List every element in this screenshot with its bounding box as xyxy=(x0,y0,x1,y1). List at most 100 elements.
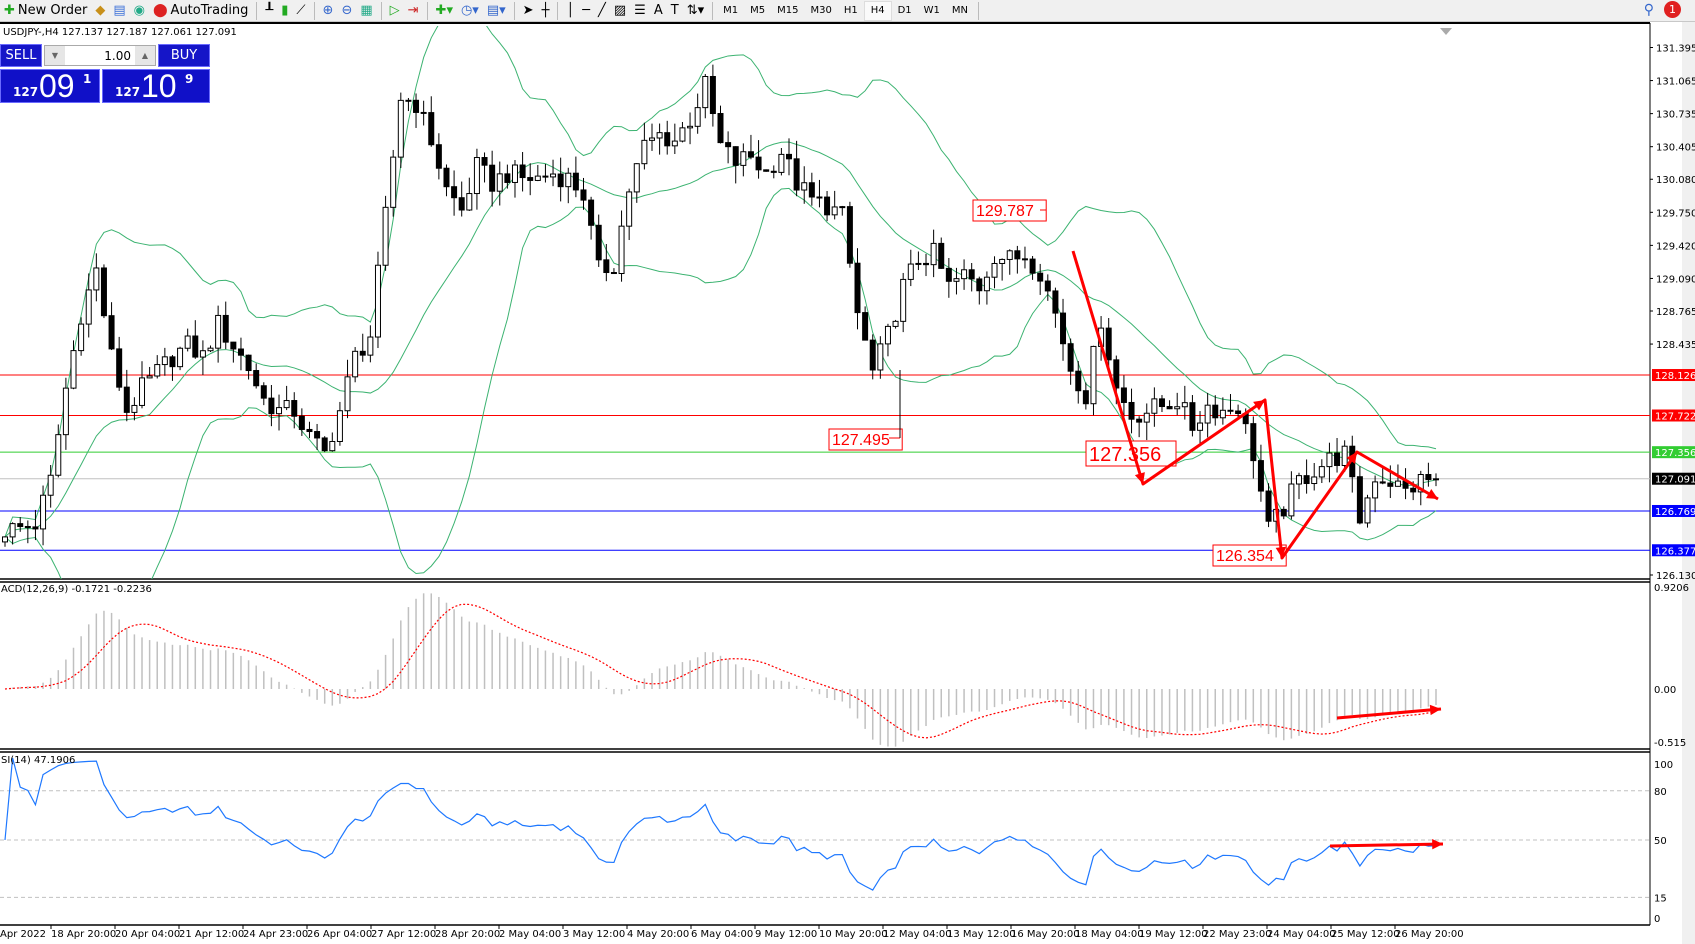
horizontal-line-button[interactable]: ─ xyxy=(578,1,594,21)
trendline-button[interactable]: ╱ xyxy=(594,1,610,21)
candle-body xyxy=(131,404,138,413)
level-tag-label: 127.722 xyxy=(1655,411,1695,422)
cursor-button[interactable]: ➤ xyxy=(519,1,538,21)
candle-body xyxy=(40,494,47,530)
sell-price[interactable]: 127 09 1 xyxy=(0,68,100,104)
time-label: Apr 2022 xyxy=(0,929,46,940)
signals-button[interactable]: ◉ xyxy=(130,1,149,21)
crosshair-button[interactable]: ┼ xyxy=(538,1,554,21)
fibonacci-button[interactable]: ☰ xyxy=(630,1,650,21)
candle-body xyxy=(489,164,496,192)
candle-body xyxy=(1394,480,1401,487)
candle-body xyxy=(1105,327,1112,361)
candle-body xyxy=(108,315,115,350)
chart-shift-button[interactable]: ⇥ xyxy=(404,1,423,21)
templates-button[interactable]: ▤▾ xyxy=(483,1,510,21)
autotrading-button[interactable]: ⬤ AutoTrading xyxy=(152,3,249,18)
signals-icon: ◉ xyxy=(133,3,145,18)
level-tag-label: 127.091 xyxy=(1655,475,1695,486)
sell-button[interactable]: SELL xyxy=(0,44,42,67)
timeframe-h1[interactable]: H1 xyxy=(843,5,858,16)
candle-body xyxy=(687,125,694,129)
timeframe-m15[interactable]: M15 xyxy=(777,5,799,16)
search-icon[interactable]: ⚲ xyxy=(1643,1,1654,18)
candle xyxy=(108,302,115,351)
buy-price[interactable]: 127 10 9 xyxy=(102,68,210,104)
lot-size-input[interactable]: ▼ 1.00 ▲ xyxy=(44,45,156,66)
buy-button[interactable]: BUY xyxy=(158,44,210,67)
candle-body xyxy=(1052,290,1059,314)
indicators-button[interactable]: ✚▾ xyxy=(432,1,457,21)
timeframe-m5[interactable]: M5 xyxy=(750,5,766,16)
candle-body xyxy=(329,440,336,452)
candle-body xyxy=(291,400,298,417)
time-label: 21 Apr 12:00 xyxy=(179,929,245,940)
candle-body xyxy=(1235,410,1242,415)
text-label-button[interactable]: T xyxy=(667,1,683,21)
candle-body xyxy=(260,385,267,399)
timeframe-m1[interactable]: M1 xyxy=(723,5,739,16)
line-chart-button[interactable]: ⟋ xyxy=(292,1,309,21)
bar-chart-button[interactable]: ┸ xyxy=(261,1,277,21)
timeframe-w1[interactable]: W1 xyxy=(923,5,940,16)
price-annotation-box xyxy=(828,428,903,451)
candle-body xyxy=(390,156,397,208)
candle xyxy=(1425,462,1432,487)
timeframe-m30[interactable]: M30 xyxy=(810,5,832,16)
periods-button[interactable]: ◷▾ xyxy=(457,1,483,21)
timeframe-mn[interactable]: MN xyxy=(951,5,969,16)
candle xyxy=(725,131,732,164)
candle xyxy=(207,345,214,353)
candle-body xyxy=(1227,409,1234,412)
rsi-title: SI(14) 47.1906 xyxy=(1,755,76,766)
candle xyxy=(1311,463,1318,491)
candle-body xyxy=(1082,390,1089,405)
arrowhead-icon xyxy=(1275,546,1287,558)
candle xyxy=(352,347,359,383)
zoom-in-button[interactable]: ⊕ xyxy=(319,1,338,21)
candle xyxy=(329,432,336,452)
candle-body xyxy=(999,258,1006,264)
candle-body xyxy=(747,151,754,158)
notification-badge[interactable]: 1 xyxy=(1664,1,1681,18)
arrows-button[interactable]: ⇅▾ xyxy=(683,1,708,21)
macd-signal-line xyxy=(4,603,1437,739)
candle xyxy=(443,164,450,197)
candle-body xyxy=(519,164,526,179)
horizontal-line-icon: ─ xyxy=(582,3,591,18)
candle-body xyxy=(702,76,709,109)
candle-body xyxy=(298,415,305,430)
vertical-line-button[interactable]: │ xyxy=(562,1,578,21)
candle-body xyxy=(70,350,77,389)
navigator-button[interactable]: ▤ xyxy=(109,1,129,21)
candle xyxy=(1433,473,1439,487)
tile-windows-button[interactable]: ▦ xyxy=(356,1,376,21)
zoom-out-button[interactable]: ⊖ xyxy=(337,1,356,21)
candlestick-chart-button[interactable]: ▮ xyxy=(277,1,292,21)
time-label: 3 May 12:00 xyxy=(563,929,626,940)
new-order-button[interactable]: ✚ New Order xyxy=(4,3,88,18)
candle-body xyxy=(694,107,701,127)
chart-shift-marker-icon[interactable] xyxy=(1440,28,1452,35)
arrowhead-icon xyxy=(1253,400,1265,411)
candle-body xyxy=(184,335,191,349)
auto-scroll-button[interactable]: ▷ xyxy=(386,1,404,21)
candle-body xyxy=(1387,482,1394,487)
channel-button[interactable]: ▨ xyxy=(610,1,630,21)
candle xyxy=(763,169,770,172)
candle-body xyxy=(443,167,450,188)
timeframe-d1[interactable]: D1 xyxy=(897,5,912,16)
lot-increase-icon[interactable]: ▲ xyxy=(135,46,155,65)
candle xyxy=(610,268,617,275)
price-label: 130.405 xyxy=(1656,143,1695,154)
lot-decrease-icon[interactable]: ▼ xyxy=(45,46,65,65)
level-tag xyxy=(1652,544,1695,557)
candle-body xyxy=(139,377,146,406)
candle xyxy=(1166,400,1173,410)
price-label: 131.395 xyxy=(1656,44,1695,55)
text-button[interactable]: A xyxy=(650,1,667,21)
macd-axis-label: -0.515 xyxy=(1654,738,1686,749)
timeframe-h4[interactable]: H4 xyxy=(863,0,892,21)
market-watch-button[interactable]: ◆ xyxy=(91,1,109,21)
